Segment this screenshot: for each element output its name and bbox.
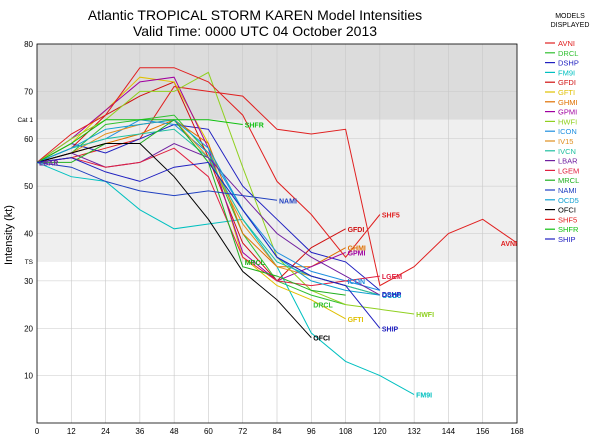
line-label-gpmi: GPMI [348, 250, 366, 257]
chart-subtitle: Valid Time: 0000 UTC 04 October 2013 [133, 23, 377, 39]
x-tick-label: 12 [67, 427, 76, 436]
line-label-avni: AVNI [501, 241, 517, 248]
x-tick-label: 156 [476, 427, 490, 436]
series-line-ocd5 [36, 119, 380, 296]
ts-label: TS [25, 259, 34, 266]
x-tick-label: 72 [238, 427, 247, 436]
legend-entry-gfti: GFTI [558, 88, 575, 97]
legend: MODELSDISPLAYEDAVNIDRCLDSHPFM9IGFDIGFTIG… [545, 13, 589, 244]
legend-entry-shf5: SHF5 [558, 215, 577, 224]
x-tick-label: 0 [35, 427, 40, 436]
plot-frame [36, 43, 518, 424]
plot-area: 0 12 24 36 48 60 72 84 96 108 120 132 144 156 168 10 20 3… [17, 40, 524, 436]
series-line-ofci [36, 143, 312, 339]
legend-entry-avni: AVNI [558, 39, 575, 48]
series-line-avni [36, 86, 518, 287]
legend-entry-icon: ICON [558, 127, 577, 136]
line-label-gfdi: GFDI [348, 227, 365, 234]
x-tick-label: 84 [273, 427, 282, 436]
legend-entry-lbar: LBAR [558, 157, 578, 166]
line-label-hwfi: HWFI [416, 312, 434, 319]
x-tick-label: 120 [373, 427, 387, 436]
line-label-ocd5: OCD5 [382, 293, 402, 300]
legend-title: DISPLAYED [551, 22, 590, 29]
line-label-shf5: SHF5 [382, 213, 400, 220]
line-label-ship: SHIP [382, 326, 399, 333]
series-line-nami [36, 161, 278, 201]
legend-entry-shfr: SHFR [558, 225, 579, 234]
line-label-ofci: OFCI [313, 336, 330, 343]
line-label-shfr: SHFR [245, 123, 264, 130]
series-line-fm9i [36, 161, 415, 396]
y-tick-label: 50 [24, 182, 33, 191]
x-tick-label: 48 [170, 427, 179, 436]
legend-entry-ship: SHIP [558, 235, 576, 244]
line-label-lbar: LBAR [39, 160, 58, 167]
line-label-ghmi: GHMI [348, 246, 366, 253]
legend-entry-ghmi: GHMI [558, 98, 578, 107]
legend-entry-hwfi: HWFI [558, 117, 577, 126]
line-label-icon: ICON [348, 279, 366, 286]
y-tick-label: 80 [24, 40, 33, 49]
series-line-shfr [36, 119, 243, 163]
y-tick-label: 40 [24, 230, 33, 239]
legend-entry-nami: NAMI [558, 186, 577, 195]
cat1-label: Cat 1 [17, 117, 33, 124]
series-line-shf5 [36, 67, 381, 258]
legend-entry-iv15: IV15 [558, 137, 573, 146]
y-tick-label: 30 [24, 277, 33, 286]
x-tick-label: 144 [442, 427, 456, 436]
series-line-ship [36, 157, 381, 329]
x-tick-label: 132 [407, 427, 421, 436]
y-axis-label: Intensity (kt) [3, 205, 15, 265]
y-tick-label: 20 [24, 324, 33, 333]
line-label-nami: NAMI [279, 198, 297, 205]
line-label-lgem: LGEM [382, 274, 402, 281]
x-tick-label: 24 [101, 427, 110, 436]
chart-title: Atlantic TROPICAL STORM KAREN Model Inte… [88, 7, 422, 23]
legend-entry-fm9i: FM9I [558, 68, 575, 77]
legend-entry-ocd5: OCD5 [558, 196, 579, 205]
series-line-mrcl [37, 119, 346, 296]
legend-title: MODELS [555, 13, 585, 20]
legend-entry-ivcn: IVCN [558, 147, 576, 156]
y-tick-label: 10 [24, 372, 33, 381]
line-label-gfti: GFTI [348, 317, 364, 324]
line-label-dshp: DSHP [382, 292, 402, 299]
line-label-drcl: DRCL [313, 303, 333, 310]
y-tick-label: 60 [24, 135, 33, 144]
x-tick-label: 96 [307, 427, 316, 436]
line-label-mrcl: MRCL [245, 260, 266, 267]
x-tick-label: 168 [510, 427, 524, 436]
legend-entry-gpmi: GPMI [558, 108, 577, 117]
line-label-fm9i: FM9I [416, 393, 432, 400]
legend-entry-lgem: LGEM [558, 166, 579, 175]
series-line-hwfi [36, 71, 415, 315]
legend-entry-mrcl: MRCL [558, 176, 579, 185]
legend-entry-gfdi: GFDI [558, 78, 576, 87]
x-tick-label: 60 [204, 427, 213, 436]
x-tick-label: 108 [339, 427, 353, 436]
legend-entry-dshp: DSHP [558, 59, 579, 68]
x-tick-label: 36 [135, 427, 144, 436]
y-tick-label: 70 [24, 87, 33, 96]
legend-entry-ofci: OFCI [558, 206, 576, 215]
series-line-lbar [36, 142, 381, 296]
legend-entry-drcl: DRCL [558, 49, 578, 58]
